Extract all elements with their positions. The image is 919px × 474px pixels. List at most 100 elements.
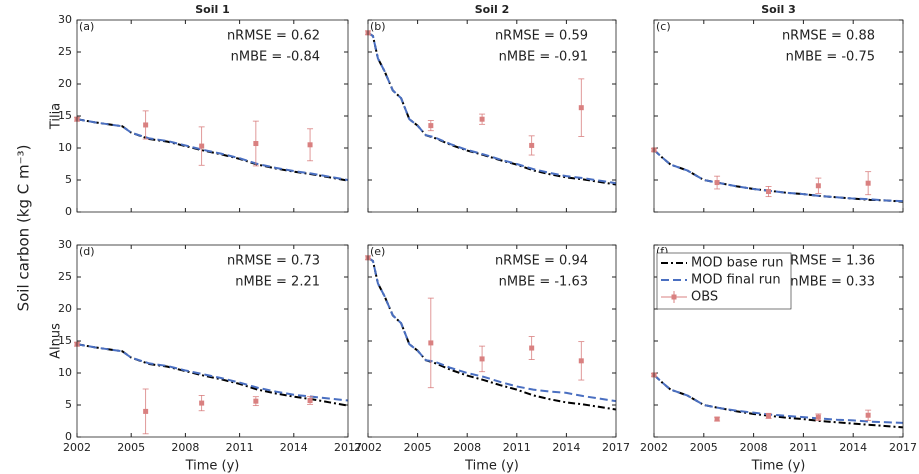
x-tick-label: 2005 bbox=[404, 441, 432, 454]
panel-label: (d) bbox=[79, 245, 95, 258]
metric-annotation: nMBE = -1.63 bbox=[499, 275, 588, 290]
y-axis-label: Soil carbon (kg C m⁻³) bbox=[15, 145, 33, 312]
model-line bbox=[76, 118, 349, 181]
x-tick-label: 2014 bbox=[280, 441, 308, 454]
obs-marker bbox=[578, 105, 584, 111]
x-axis-label: Time (y) bbox=[751, 459, 806, 474]
metric-annotation: nRMSE = 0.59 bbox=[495, 29, 588, 44]
panel-label: (c) bbox=[656, 20, 671, 33]
model-line bbox=[367, 256, 617, 403]
obs-marker bbox=[815, 183, 821, 189]
obs-marker bbox=[428, 340, 434, 346]
panel-label: (b) bbox=[370, 20, 386, 33]
x-tick-label: 2008 bbox=[171, 441, 199, 454]
x-tick-label: 2014 bbox=[552, 441, 580, 454]
model-line bbox=[76, 343, 349, 402]
panel-title: Soil 1 bbox=[195, 3, 230, 16]
obs-marker bbox=[529, 142, 535, 148]
x-axis-label: Time (y) bbox=[464, 459, 519, 474]
plot-area bbox=[77, 245, 348, 437]
obs-marker bbox=[578, 358, 584, 364]
axes-frame bbox=[653, 19, 904, 213]
axes-frame bbox=[367, 244, 617, 438]
obs-marker bbox=[529, 345, 535, 351]
obs-marker bbox=[143, 408, 149, 414]
obs-marker bbox=[815, 414, 821, 420]
row-label: Tilia bbox=[49, 103, 64, 130]
x-tick-label: 2017 bbox=[889, 441, 917, 454]
x-tick-label: 2002 bbox=[640, 441, 668, 454]
metric-annotation: nMBE = -0.84 bbox=[231, 50, 320, 65]
panel-label: (a) bbox=[79, 20, 94, 33]
y-tick-label: 10 bbox=[58, 141, 72, 154]
obs-marker bbox=[714, 416, 720, 422]
legend-label: MOD base run bbox=[691, 256, 784, 271]
x-tick-label: 2005 bbox=[117, 441, 145, 454]
panel-title: Soil 3 bbox=[761, 3, 796, 16]
metric-annotation: nRMSE = 0.73 bbox=[227, 254, 320, 269]
obs-marker bbox=[865, 180, 871, 186]
model-line bbox=[367, 31, 617, 185]
y-tick-label: 15 bbox=[58, 109, 72, 122]
axes-frame bbox=[367, 19, 617, 213]
obs-marker bbox=[307, 398, 313, 404]
y-tick-label: 10 bbox=[58, 366, 72, 379]
x-tick-label: 2008 bbox=[740, 441, 768, 454]
plot-area bbox=[77, 20, 348, 212]
legend-label: OBS bbox=[691, 290, 718, 305]
x-tick-label: 2014 bbox=[839, 441, 867, 454]
model-line bbox=[76, 343, 349, 407]
x-tick-label: 2017 bbox=[334, 441, 362, 454]
x-tick-label: 2008 bbox=[453, 441, 481, 454]
metric-annotation: nRMSE = 1.36 bbox=[782, 254, 875, 269]
obs-marker bbox=[307, 142, 313, 148]
plot-area bbox=[368, 20, 616, 212]
y-tick-label: 0 bbox=[65, 205, 72, 218]
obs-marker bbox=[766, 189, 772, 195]
x-tick-label: 2017 bbox=[602, 441, 630, 454]
obs-marker bbox=[865, 412, 871, 418]
row-label: Alnus bbox=[49, 323, 64, 359]
metric-annotation: nMBE = 0.33 bbox=[790, 275, 875, 290]
x-tick-label: 2005 bbox=[690, 441, 718, 454]
panel-title: Soil 2 bbox=[475, 3, 510, 16]
metric-annotation: nRMSE = 0.88 bbox=[782, 29, 875, 44]
obs-marker bbox=[766, 413, 772, 419]
panel-label: (e) bbox=[370, 245, 385, 258]
metric-annotation: nRMSE = 0.62 bbox=[227, 29, 320, 44]
y-tick-label: 15 bbox=[58, 334, 72, 347]
metric-annotation: nRMSE = 0.94 bbox=[495, 254, 588, 269]
y-tick-label: 20 bbox=[58, 302, 72, 315]
x-tick-label: 2011 bbox=[503, 441, 531, 454]
y-tick-label: 25 bbox=[58, 270, 72, 283]
obs-marker bbox=[143, 122, 149, 128]
obs-marker bbox=[479, 116, 485, 122]
metric-annotation: nMBE = -0.75 bbox=[786, 50, 875, 65]
axes-frame bbox=[653, 244, 904, 438]
x-tick-label: 2011 bbox=[226, 441, 254, 454]
metric-annotation: nMBE = -0.91 bbox=[499, 50, 588, 65]
obs-marker bbox=[199, 143, 205, 149]
x-axis-label: Time (y) bbox=[185, 459, 240, 474]
obs-marker bbox=[199, 400, 205, 406]
axes-frame bbox=[76, 19, 349, 213]
y-tick-label: 5 bbox=[65, 398, 72, 411]
y-tick-label: 5 bbox=[65, 173, 72, 186]
axes-frame bbox=[76, 244, 349, 438]
x-tick-label: 2011 bbox=[789, 441, 817, 454]
legend-swatch bbox=[671, 294, 677, 300]
y-tick-label: 25 bbox=[58, 45, 72, 58]
plot-area bbox=[368, 245, 616, 437]
obs-marker bbox=[253, 141, 259, 147]
obs-marker bbox=[714, 180, 720, 186]
y-tick-label: 0 bbox=[65, 430, 72, 443]
legend-label: MOD final run bbox=[691, 273, 781, 288]
obs-marker bbox=[428, 123, 434, 129]
x-tick-label: 2002 bbox=[354, 441, 382, 454]
plot-area bbox=[654, 20, 903, 212]
y-tick-label: 20 bbox=[58, 77, 72, 90]
x-tick-label: 2002 bbox=[63, 441, 91, 454]
metric-annotation: nMBE = 2.21 bbox=[235, 275, 320, 290]
y-tick-label: 30 bbox=[58, 238, 72, 251]
